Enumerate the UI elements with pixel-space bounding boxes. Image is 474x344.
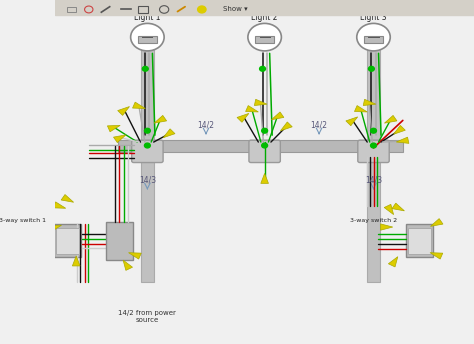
Bar	[54, 225, 82, 257]
Polygon shape	[123, 260, 133, 270]
Polygon shape	[430, 253, 443, 259]
Polygon shape	[355, 106, 367, 112]
Circle shape	[371, 128, 376, 133]
Circle shape	[357, 23, 390, 51]
FancyBboxPatch shape	[358, 140, 389, 163]
Bar	[367, 34, 380, 282]
Bar	[406, 225, 433, 257]
Text: 14/2 from power
source: 14/2 from power source	[118, 310, 176, 323]
Polygon shape	[108, 126, 120, 132]
Text: 14/3: 14/3	[139, 175, 156, 184]
Polygon shape	[384, 115, 397, 123]
Polygon shape	[272, 112, 284, 120]
Bar	[106, 222, 133, 260]
Circle shape	[368, 66, 374, 71]
Polygon shape	[261, 173, 268, 183]
Polygon shape	[246, 106, 258, 112]
Polygon shape	[113, 135, 126, 143]
Polygon shape	[49, 225, 62, 232]
Polygon shape	[281, 122, 292, 131]
Bar	[408, 228, 431, 254]
Polygon shape	[154, 115, 167, 123]
Polygon shape	[430, 218, 443, 226]
FancyBboxPatch shape	[132, 140, 163, 163]
Bar	[56, 228, 79, 254]
Circle shape	[145, 128, 150, 133]
Polygon shape	[392, 203, 404, 211]
Bar	[141, 34, 154, 282]
Polygon shape	[237, 114, 249, 122]
Circle shape	[145, 143, 150, 148]
Polygon shape	[53, 202, 66, 208]
Polygon shape	[73, 256, 80, 266]
Polygon shape	[118, 107, 129, 115]
Polygon shape	[381, 224, 393, 230]
Text: 3-way switch 1: 3-way switch 1	[0, 218, 46, 223]
Bar	[67, 7, 76, 12]
Polygon shape	[396, 137, 409, 143]
Circle shape	[262, 128, 267, 133]
Text: Light 2: Light 2	[251, 13, 278, 22]
Text: Light 1: Light 1	[134, 13, 161, 22]
Circle shape	[371, 143, 376, 148]
Polygon shape	[61, 194, 73, 202]
Circle shape	[248, 23, 282, 51]
Polygon shape	[384, 204, 393, 215]
Bar	[365, 36, 383, 43]
Bar	[118, 140, 403, 152]
Polygon shape	[255, 99, 267, 106]
Bar	[138, 7, 148, 13]
Bar	[255, 36, 274, 43]
Polygon shape	[128, 253, 141, 259]
Text: 14/3: 14/3	[365, 175, 382, 184]
Text: Light 3: Light 3	[360, 13, 387, 22]
Text: 14/2: 14/2	[198, 120, 215, 129]
Circle shape	[142, 66, 148, 71]
Polygon shape	[393, 126, 405, 134]
Polygon shape	[133, 102, 146, 108]
Polygon shape	[163, 129, 175, 138]
Polygon shape	[363, 99, 376, 106]
FancyBboxPatch shape	[249, 140, 280, 163]
Text: Show ▾: Show ▾	[223, 7, 247, 12]
Bar	[138, 36, 156, 43]
Circle shape	[131, 23, 164, 51]
Text: 3-way switch 2: 3-way switch 2	[350, 218, 398, 223]
Circle shape	[198, 6, 206, 13]
Circle shape	[260, 66, 265, 71]
Text: 14/2: 14/2	[310, 120, 328, 129]
Bar	[55, 0, 474, 15]
Polygon shape	[388, 257, 398, 267]
Circle shape	[262, 143, 267, 148]
Polygon shape	[346, 117, 358, 126]
